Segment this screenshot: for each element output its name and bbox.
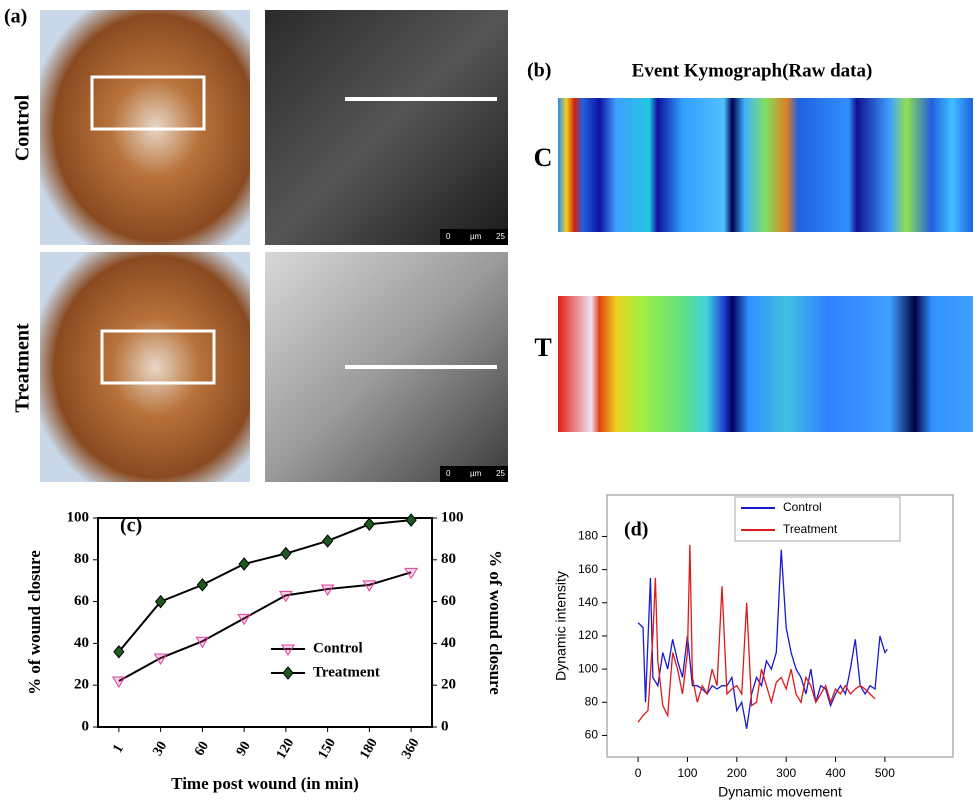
kymograph bbox=[558, 98, 973, 232]
scale-text: µm bbox=[470, 469, 482, 478]
y-tick-label: 0 bbox=[82, 718, 90, 734]
x-tick-label: 360 bbox=[399, 736, 422, 762]
x-tick-label: 150 bbox=[316, 736, 339, 762]
panel-label: (a) bbox=[4, 6, 27, 28]
x-tick-label: 400 bbox=[826, 766, 846, 780]
x-tick-label: 300 bbox=[776, 766, 796, 780]
scale-text: 0 bbox=[446, 469, 451, 478]
micrograph bbox=[265, 10, 508, 245]
y-tick-label: 140 bbox=[578, 595, 598, 609]
y2-axis-label: % of wound closure bbox=[486, 550, 505, 695]
x-tick-label: 500 bbox=[875, 766, 895, 780]
legend-label: Control bbox=[783, 500, 822, 514]
marker bbox=[280, 591, 292, 601]
y-tick-label: 100 bbox=[578, 661, 598, 675]
panel-label: (c) bbox=[120, 515, 142, 537]
x-tick-label: 60 bbox=[192, 739, 212, 759]
scale-text: 25 bbox=[496, 469, 505, 478]
y-tick-label: 80 bbox=[74, 551, 89, 567]
figure: (a) Control Treatment 0 µm 25 0 µm 25 (b… bbox=[0, 0, 975, 801]
plot-frame bbox=[98, 518, 432, 727]
x-tick-label: 0 bbox=[635, 766, 642, 780]
y-tick-label: 100 bbox=[67, 509, 90, 525]
marker bbox=[406, 514, 416, 526]
panel-label: (d) bbox=[624, 519, 648, 541]
x-tick-label: 90 bbox=[234, 739, 254, 759]
row-label: Treatment bbox=[12, 323, 34, 413]
y2-tick-label: 40 bbox=[441, 635, 456, 651]
y-tick-label: 120 bbox=[578, 628, 598, 642]
marker bbox=[155, 654, 167, 664]
scale-text: 0 bbox=[446, 232, 451, 241]
panel-label: (b) bbox=[527, 60, 551, 82]
y-tick-label: 60 bbox=[74, 593, 89, 609]
scale-text: µm bbox=[470, 232, 482, 241]
x-axis-label: Dynamic movement bbox=[718, 784, 842, 800]
y-axis-label: % of wound closure bbox=[25, 550, 44, 695]
row-label: Control bbox=[12, 94, 34, 161]
kymograph bbox=[558, 296, 973, 432]
y2-tick-label: 80 bbox=[441, 551, 456, 567]
y-tick-label: 180 bbox=[578, 529, 598, 543]
x-tick-label: 120 bbox=[274, 736, 297, 762]
row-label: C bbox=[534, 143, 553, 172]
x-tick-label: 200 bbox=[727, 766, 747, 780]
marker bbox=[238, 614, 250, 624]
y-tick-label: 160 bbox=[578, 562, 598, 576]
row-label: T bbox=[534, 333, 551, 362]
y-axis-label: Dynamic intensity bbox=[553, 571, 569, 681]
panel-title: Event Kymograph(Raw data) bbox=[632, 60, 873, 81]
marker bbox=[364, 518, 374, 530]
y2-tick-label: 0 bbox=[441, 718, 449, 734]
photo bbox=[40, 252, 250, 482]
series-line bbox=[638, 550, 887, 729]
marker bbox=[113, 677, 125, 687]
y-tick-label: 20 bbox=[74, 677, 89, 693]
legend-label: Treatment bbox=[313, 664, 380, 680]
x-axis-label: Time post wound (in min) bbox=[171, 774, 359, 793]
y2-tick-label: 100 bbox=[441, 509, 464, 525]
y-tick-label: 80 bbox=[585, 694, 599, 708]
y2-tick-label: 20 bbox=[441, 677, 456, 693]
x-tick-label: 180 bbox=[357, 736, 380, 762]
page: (a) Control Treatment 0 µm 25 0 µm 25 (b… bbox=[0, 0, 975, 801]
marker bbox=[323, 535, 333, 547]
legend-marker bbox=[283, 667, 293, 679]
y-tick-label: 60 bbox=[585, 728, 599, 742]
x-tick-label: 30 bbox=[150, 739, 170, 759]
legend-label: Control bbox=[313, 640, 363, 656]
marker bbox=[197, 579, 207, 591]
series-line bbox=[638, 545, 875, 722]
marker bbox=[281, 548, 291, 560]
legend-label: Treatment bbox=[783, 522, 838, 536]
scale-text: 25 bbox=[496, 232, 505, 241]
y-tick-label: 40 bbox=[74, 635, 89, 651]
y2-tick-label: 60 bbox=[441, 593, 456, 609]
x-tick-label: 100 bbox=[677, 766, 697, 780]
x-tick-label: 1 bbox=[110, 742, 126, 756]
marker bbox=[239, 558, 249, 570]
